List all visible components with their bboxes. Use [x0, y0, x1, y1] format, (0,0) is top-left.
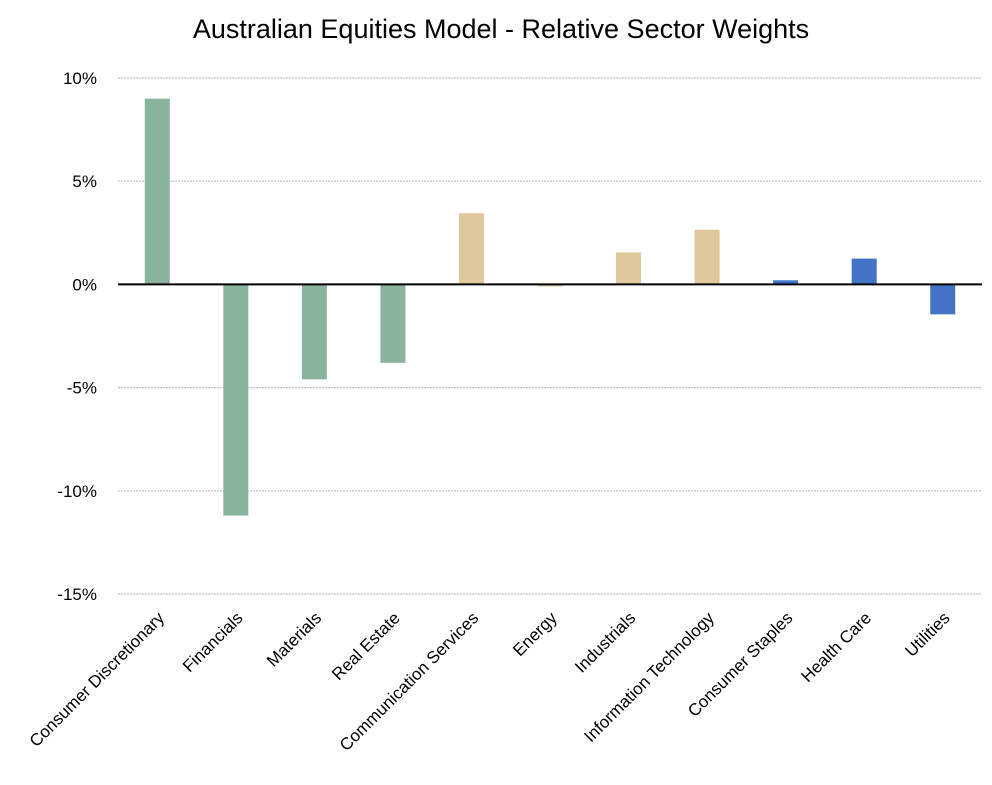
- bars: [144, 98, 956, 516]
- y-tick-label: -10%: [57, 482, 97, 501]
- category-label: Industrials: [571, 608, 639, 676]
- y-axis-ticks: 10% 5% 0% -5% -10% -15%: [57, 69, 97, 604]
- category-label: Communication Services: [336, 608, 482, 754]
- bar: [458, 213, 484, 285]
- category-label: Information Technology: [580, 608, 718, 746]
- bar: [773, 280, 799, 285]
- category-labels: Consumer Discretionary Financials Material…: [26, 608, 954, 755]
- y-tick-label: -15%: [57, 585, 97, 604]
- grid-layer: [118, 77, 982, 595]
- bar: [537, 284, 563, 287]
- y-tick-label: 10%: [63, 69, 97, 88]
- bar: [144, 98, 170, 285]
- y-tick-label: 5%: [72, 172, 97, 191]
- bar: [930, 284, 956, 315]
- y-tick-label: -5%: [67, 379, 97, 398]
- chart-title: Australian Equities Model - Relative Sec…: [192, 14, 810, 44]
- category-label: Real Estate: [328, 608, 404, 684]
- bar: [851, 258, 877, 285]
- category-label: Materials: [263, 608, 325, 670]
- y-tick-label: 0%: [72, 275, 97, 294]
- bar: [301, 284, 327, 380]
- bar: [223, 284, 249, 516]
- category-label: Utilities: [901, 608, 953, 660]
- category-label: Financials: [179, 608, 247, 676]
- category-label: Health Care: [797, 608, 875, 686]
- bar: [616, 252, 642, 285]
- category-label: Energy: [509, 608, 561, 660]
- category-label: Consumer Discretionary: [26, 608, 169, 751]
- bar: [694, 229, 720, 285]
- bar: [380, 284, 406, 363]
